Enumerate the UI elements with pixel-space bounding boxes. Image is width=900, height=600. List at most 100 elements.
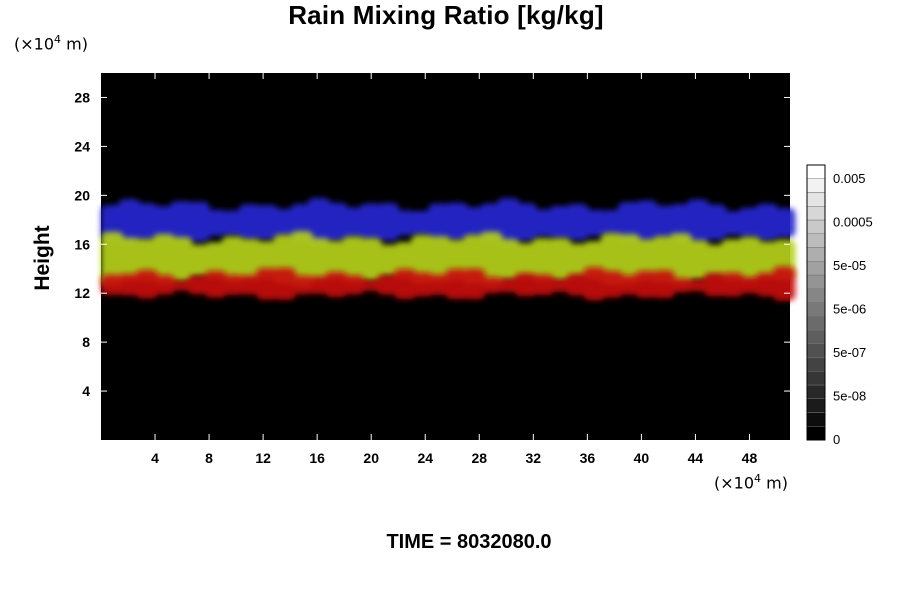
x-tick-label: 16 (309, 450, 325, 466)
colorbar-swatch (806, 178, 826, 193)
layer-cell (342, 236, 365, 283)
layer-2 (101, 266, 796, 301)
layer-cell (307, 237, 331, 282)
layer-cell (652, 205, 675, 239)
layer-cell (738, 236, 761, 282)
layer-cell (566, 203, 589, 241)
colorbar-label: 0.005 (833, 171, 866, 186)
layer-cell (204, 242, 227, 279)
colorbar-swatch (806, 412, 826, 427)
colorbar-label: 0 (833, 432, 840, 447)
layer-cell (531, 238, 555, 281)
colorbar: 0.005 0.0005 5e-05 5e-06 5e-07 5e-08 0 (806, 164, 873, 447)
layer-cell (376, 275, 400, 295)
x-tick-label: 44 (688, 450, 704, 466)
layer-cell (324, 240, 348, 280)
layer-cell (135, 269, 159, 299)
layer-cell (755, 241, 779, 279)
x-axis-unit: (×104 m) (714, 472, 788, 493)
layer-cell (135, 203, 159, 241)
layer-cell (669, 278, 693, 293)
colorbar-swatch (806, 219, 826, 234)
layer-cell (703, 244, 727, 277)
layer-cell (721, 211, 744, 235)
layer-cell (376, 203, 400, 241)
y-tick-label: 20 (74, 187, 90, 203)
layer-cell (634, 239, 658, 281)
layer-cell (307, 197, 331, 245)
x-tick-label: 8 (205, 450, 213, 466)
colorbar-swatch (806, 343, 826, 358)
layer-cell (101, 231, 124, 286)
layer-1 (101, 231, 796, 286)
y-tick-label: 8 (82, 334, 90, 350)
layer-cell (686, 279, 710, 292)
colorbar-swatch (806, 371, 826, 386)
layer-cell (634, 270, 658, 298)
layer-cell (462, 207, 486, 238)
layer-cell (566, 273, 589, 296)
y-tick-label: 28 (74, 89, 90, 105)
y-axis-unit: (×104 m) (14, 33, 88, 54)
layer-cell (204, 270, 227, 298)
y-tick-label: 16 (74, 236, 90, 252)
x-tick-label: 12 (255, 450, 271, 466)
colorbar-swatch (806, 233, 826, 248)
layer-cell (721, 239, 744, 281)
layer-cell (531, 209, 555, 237)
layer-0 (101, 197, 796, 245)
layer-cell (617, 202, 641, 242)
colorbar-swatch (806, 164, 826, 179)
layer-cell (600, 271, 624, 298)
layer-cell (514, 203, 538, 241)
layer-cell (772, 266, 796, 301)
colorbar-swatch (806, 288, 826, 303)
layer-cell (514, 272, 538, 297)
layer-cell (479, 203, 503, 241)
layer-cell (772, 208, 796, 238)
colorbar-frame (806, 164, 826, 441)
colorbar-label: 0.0005 (833, 215, 873, 230)
layer-cell (187, 244, 210, 277)
x-tick-label: 36 (580, 450, 596, 466)
layer-cell (359, 238, 383, 282)
y-tick-label: 4 (82, 383, 90, 399)
layer-cell (600, 210, 624, 236)
colorbar-swatch (806, 329, 826, 344)
data-layers (101, 197, 796, 301)
colorbar-label: 5e-05 (833, 258, 866, 273)
layer-cell (273, 209, 296, 237)
layer-cell (686, 240, 710, 280)
layer-cell (324, 271, 348, 297)
layer-cell (428, 203, 451, 241)
layer-cell (169, 201, 193, 243)
layer-cell (118, 199, 141, 244)
layer-cell (290, 275, 314, 295)
layer-cell (221, 236, 245, 283)
layer-cell (738, 207, 761, 238)
layer-cell (393, 268, 417, 299)
layer-cell (428, 236, 451, 283)
layer-cell (686, 199, 710, 244)
layer-cell (238, 275, 262, 295)
layer-cell (548, 237, 572, 282)
colorbar-swatch (806, 357, 826, 372)
x-tick-label: 24 (417, 450, 433, 466)
layer-cell (479, 231, 503, 286)
layer-cell (152, 275, 176, 295)
layer-cell (376, 244, 400, 277)
layer-cell (738, 276, 761, 294)
layer-cell (721, 272, 744, 297)
y-tick-label: 24 (74, 138, 90, 154)
layer-cell (169, 280, 193, 291)
layer-cell (359, 280, 383, 291)
layer-cell (324, 202, 348, 242)
y-tick-label: 12 (74, 285, 90, 301)
layer-cell (411, 234, 434, 284)
colorbar-swatch (806, 192, 826, 207)
layer-cell (548, 206, 572, 239)
y-ticks: 4 8 12 16 20 24 28 (74, 89, 790, 399)
layer-cell (290, 231, 314, 286)
layer-cell (428, 274, 451, 295)
